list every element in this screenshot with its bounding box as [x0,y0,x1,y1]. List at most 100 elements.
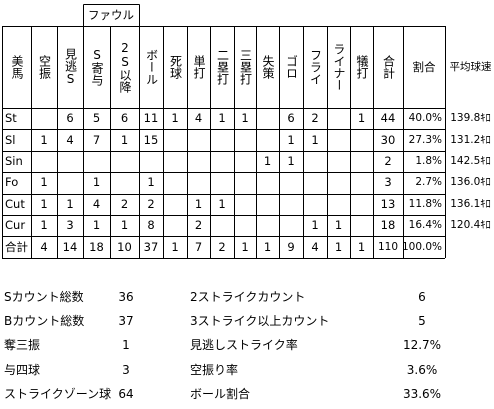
table-cell: 18 [380,218,396,233]
table-cell: 7 [194,239,203,254]
avg-speed-value: 131.2ｷﾛ [450,133,491,146]
summary-label: 奪三振 [4,338,41,353]
table-cell [163,215,187,236]
table-cell: 10 [117,239,132,254]
row-label: Cut [5,196,25,211]
table-cell [139,151,163,172]
summary-label: 与四球 [4,362,41,377]
table-cell: 1 [66,196,74,211]
summary-label: Sカウント総数 [4,290,84,304]
table-cell [303,172,327,193]
table-cell: 110 [377,240,399,253]
table-cell [327,151,350,172]
table-cell: 2 [311,111,319,126]
row-label: Cur [5,218,26,233]
table-cell: 4 [66,132,74,147]
summary-label: 3ストライク以上カウント [190,314,330,329]
table-cell: 11 [143,111,159,126]
table-cell [234,215,256,236]
avg-speed-value: 120.4ｷﾛ [450,219,491,232]
table-cell [350,215,373,236]
table-cell [83,151,110,172]
row-label: Fo [5,175,19,190]
table-cell: 44 [380,111,396,126]
table-cell: 15 [143,132,159,147]
table-cell [303,151,327,172]
table-cell: 1 [40,196,48,211]
table-cell: 1 [218,196,226,211]
table-cell: 11.8% [408,197,442,210]
column-header: 二塁打 [215,49,230,85]
table-cell [234,129,256,150]
table-cell: 1 [120,218,129,233]
avg-speed-value: 142.5ｷﾛ [450,154,491,167]
table-cell: 1 [311,132,319,147]
table-cell: 1 [357,111,366,126]
table-cell: 3 [66,218,74,233]
row-label: 合計 [5,239,28,254]
column-header: 空振 [37,55,52,79]
column-header: フライ [308,49,323,85]
summary-value: 3 [122,362,130,377]
table-cell: 8 [147,218,155,233]
table-cell [234,172,256,193]
table-cell: 6 [66,111,74,126]
summary-value: 1 [122,338,130,353]
row-label: Sin [5,153,23,168]
table-cell: 2.7% [415,176,442,189]
column-header: ゴロ [284,55,299,79]
summary-value: 5 [418,314,426,329]
table-cell [234,151,256,172]
table-cell [31,108,57,129]
table-cell: 1 [92,218,101,233]
column-header: 割合 [412,59,436,74]
column-header: 美馬 [10,55,24,79]
table-cell: 1 [263,153,272,168]
table-cell [327,129,350,150]
table-cell: 7 [92,132,101,147]
summary-label: Bカウント総数 [4,314,85,329]
column-header: 死球 [168,55,183,79]
table-cell [256,129,279,150]
table-cell: 1 [357,239,366,254]
column-header: ボール [144,49,159,85]
summary-label: 空振り率 [190,362,239,377]
table-cell [256,172,279,193]
table-cell [256,215,279,236]
table-cell [303,194,327,215]
table-cell [350,194,373,215]
column-header: 合計 [381,55,396,79]
row-label: Sl [5,132,16,147]
table-cell [256,194,279,215]
table-cell: 1 [334,239,343,254]
table-cell: 1 [311,218,319,233]
table-cell: 1 [218,111,226,126]
table-cell: 40.0% [408,112,442,125]
table-cell: 1 [40,218,48,233]
table-cell [163,129,187,150]
summary-label: ボール割合 [190,386,251,401]
table-cell [210,172,234,193]
column-header: 平均球速 [449,60,492,73]
table-cell: 14 [62,239,78,254]
table-cell: 6 [287,111,295,126]
table-cell [57,172,83,193]
table-cell: 1 [147,175,155,190]
table-cell: 30 [380,132,396,147]
table-cell: 1 [287,153,295,168]
table-cell [327,172,350,193]
table-cell [163,194,187,215]
table-cell [57,151,83,172]
table-cell [110,151,139,172]
table-cell: 1 [263,239,272,254]
table-cell [187,151,210,172]
table-cell: 6 [120,111,129,126]
table-cell: 4 [40,239,48,254]
table-cell: 1 [334,218,343,233]
table-cell [210,129,234,150]
table-cell [163,172,187,193]
column-header: 失策 [261,55,275,79]
table-cell [350,151,373,172]
